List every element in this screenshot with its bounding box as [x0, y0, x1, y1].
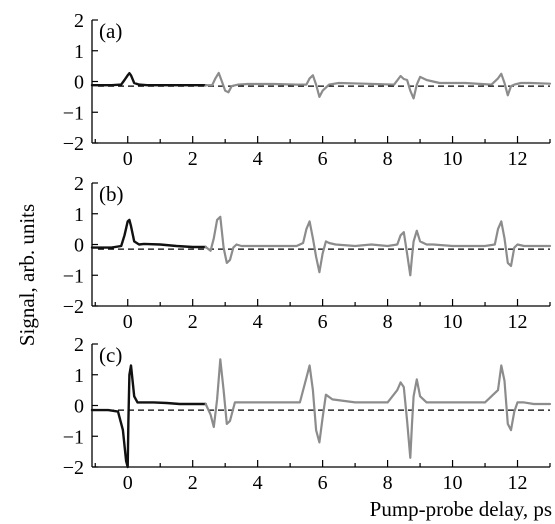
x-axis-label: Pump-probe delay, ps [370, 497, 552, 521]
panel-label: (a) [99, 19, 122, 43]
series-line-primary [90, 364, 207, 469]
y-tick-label: 0 [74, 72, 84, 94]
x-tick-label: 12 [508, 148, 528, 170]
x-tick-label: 4 [253, 311, 263, 333]
y-tick-label: 1 [74, 365, 84, 387]
y-tick-label: −2 [63, 457, 84, 479]
x-tick-label: 10 [443, 148, 463, 170]
x-tick-label: 6 [318, 311, 328, 333]
x-tick-label: 12 [508, 311, 528, 333]
series-line-echo [204, 71, 552, 100]
x-tick-label: 2 [188, 148, 198, 170]
series-line-primary [90, 71, 207, 87]
x-tick-label: 0 [123, 311, 133, 333]
y-tick-label: −2 [63, 296, 84, 318]
y-tick-label: 2 [74, 334, 84, 356]
y-tick-label: 0 [74, 235, 84, 257]
x-tick-label: 0 [123, 148, 133, 170]
x-tick-label: 10 [443, 472, 463, 494]
panel-label: (b) [99, 182, 124, 206]
x-tick-label: 6 [318, 148, 328, 170]
x-tick-label: 8 [383, 472, 393, 494]
x-tick-label: 4 [253, 148, 263, 170]
y-tick-label: 2 [74, 173, 84, 195]
x-tick-label: 2 [188, 311, 198, 333]
x-tick-label: 8 [383, 311, 393, 333]
panel-label: (c) [99, 343, 122, 367]
x-tick-label: 8 [383, 148, 393, 170]
series-line-echo [204, 215, 552, 277]
series-line-echo [204, 358, 552, 459]
x-tick-label: 4 [253, 472, 263, 494]
y-tick-label: −1 [63, 102, 84, 124]
y-tick-label: 2 [74, 10, 84, 32]
x-tick-label: 0 [123, 472, 133, 494]
x-tick-label: 2 [188, 472, 198, 494]
y-tick-label: 0 [74, 396, 84, 418]
y-axis-label: Signal, arb. units [15, 204, 39, 346]
y-tick-label: 1 [74, 41, 84, 63]
y-tick-label: 1 [74, 204, 84, 226]
x-tick-label: 10 [443, 311, 463, 333]
x-tick-label: 6 [318, 472, 328, 494]
series-line-primary [90, 218, 207, 249]
y-tick-label: −2 [63, 133, 84, 155]
y-tick-label: −1 [63, 265, 84, 287]
x-tick-label: 12 [508, 472, 528, 494]
y-tick-label: −1 [63, 426, 84, 448]
